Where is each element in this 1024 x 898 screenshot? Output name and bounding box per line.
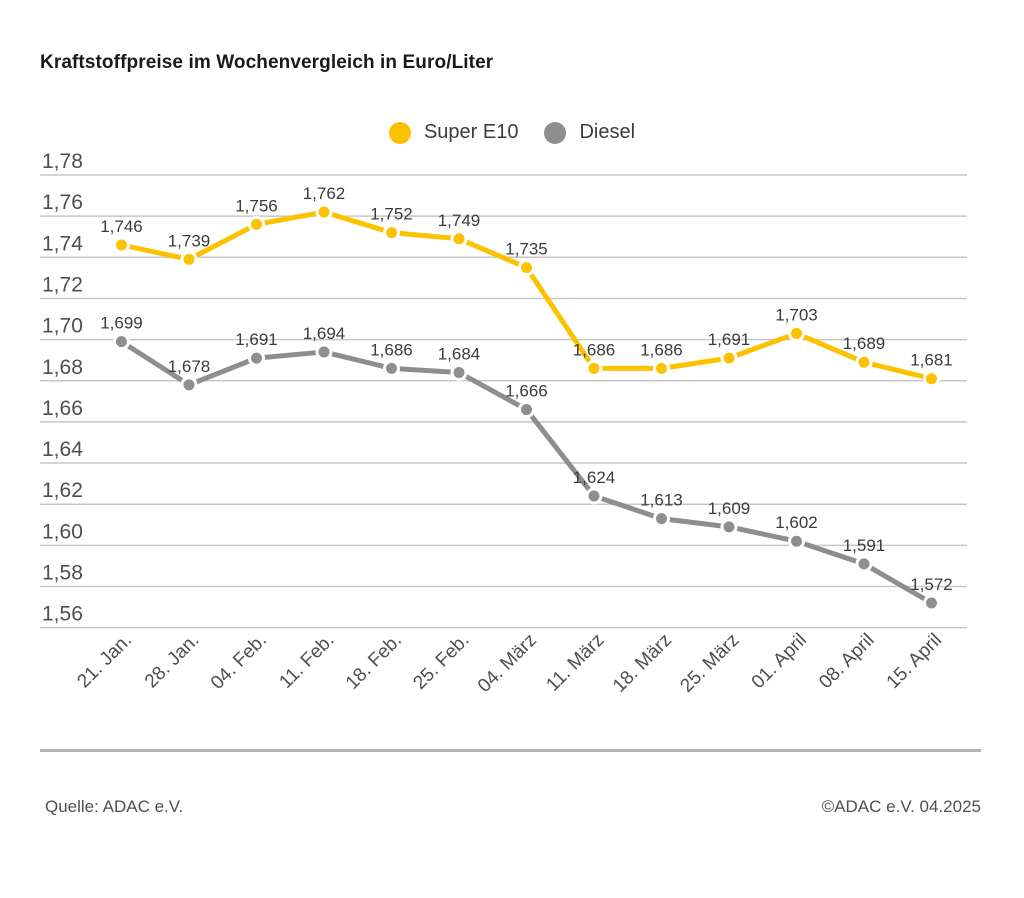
y-tick-label: 1,74: [42, 232, 83, 255]
data-point-label-super-e10: 1,681: [910, 351, 953, 370]
data-point-diesel: [113, 333, 130, 351]
y-tick-label: 1,68: [42, 356, 83, 379]
data-point-super-e10: [518, 259, 535, 277]
legend: Super E10 Diesel: [0, 121, 1024, 144]
data-point-label-diesel: 1,666: [505, 382, 548, 401]
data-point-diesel: [653, 510, 670, 528]
data-point-diesel: [788, 532, 805, 550]
y-tick-label: 1,64: [42, 438, 83, 461]
data-point-super-e10: [585, 359, 603, 377]
data-point-label-diesel: 1,691: [235, 330, 278, 349]
x-tick-label: 11. Feb.: [275, 630, 338, 693]
data-point-diesel: [720, 518, 738, 536]
data-point-diesel: [180, 376, 198, 394]
y-tick-label: 1,60: [42, 520, 83, 543]
data-point-diesel: [450, 364, 468, 382]
data-point-super-e10: [923, 370, 940, 388]
data-point-label-super-e10: 1,686: [573, 340, 616, 359]
series-line-super-e10: [119, 209, 934, 382]
x-tick-label: 15. April: [883, 630, 946, 693]
footer-copyright: ©ADAC e.V. 04.2025: [821, 797, 981, 816]
data-point-super-e10: [315, 203, 333, 221]
y-tick-label: 1,62: [42, 479, 83, 502]
y-tick-label: 1,72: [42, 273, 83, 296]
data-point-diesel: [315, 343, 333, 361]
legend-label-super-e10: Super E10: [423, 121, 519, 143]
data-point-label-super-e10: 1,739: [168, 231, 211, 250]
y-tick-label: 1,56: [42, 603, 83, 626]
legend-item-diesel: Diesel: [544, 121, 635, 144]
data-point-super-e10: [180, 250, 198, 268]
data-point-diesel: [518, 401, 535, 419]
data-point-super-e10: [720, 349, 738, 367]
x-tick-label: 11. März: [542, 630, 608, 696]
data-point-label-diesel: 1,694: [303, 324, 346, 343]
data-point-label-diesel: 1,602: [775, 513, 818, 532]
data-point-super-e10: [383, 224, 400, 242]
data-point-label-super-e10: 1,752: [370, 205, 413, 224]
data-point-label-diesel: 1,591: [843, 536, 886, 555]
data-point-label-diesel: 1,699: [100, 314, 143, 333]
legend-label-diesel: Diesel: [579, 121, 636, 143]
data-point-label-diesel: 1,684: [438, 345, 481, 364]
legend-item-super-e10: Super E10: [388, 121, 519, 144]
x-tick-label: 25. März: [676, 630, 743, 697]
data-point-label-super-e10: 1,703: [775, 305, 818, 324]
data-point-label-diesel: 1,572: [910, 575, 953, 594]
x-tick-label: 18. Feb.: [342, 630, 406, 694]
data-point-diesel: [383, 359, 400, 377]
x-tick-label: 08. April: [815, 630, 878, 693]
footer-source: Quelle: ADAC e.V.: [45, 797, 184, 816]
data-point-label-diesel: 1,678: [168, 357, 211, 376]
x-tick-label: 01. April: [748, 630, 811, 693]
y-tick-label: 1,78: [42, 150, 83, 173]
data-point-super-e10: [450, 230, 468, 248]
data-point-diesel: [923, 594, 940, 612]
data-point-diesel: [855, 555, 873, 573]
data-point-super-e10: [248, 215, 265, 233]
x-tick-label: 21. Jan.: [73, 630, 136, 693]
data-point-label-super-e10: 1,686: [640, 340, 683, 359]
data-point-label-diesel: 1,686: [370, 340, 413, 359]
legend-dot-diesel-icon: [544, 121, 567, 144]
data-point-label-diesel: 1,624: [573, 468, 616, 487]
legend-dot-super-e10-icon: [388, 121, 411, 144]
chart-title: Kraftstoffpreise im Wochenvergleich in E…: [40, 52, 494, 73]
data-point-label-super-e10: 1,735: [505, 240, 548, 259]
data-point-label-super-e10: 1,746: [100, 217, 143, 236]
data-point-super-e10: [113, 236, 130, 254]
data-point-label-super-e10: 1,691: [708, 330, 751, 349]
data-point-diesel: [585, 487, 603, 505]
data-point-diesel: [248, 349, 265, 367]
data-point-super-e10: [788, 324, 805, 342]
data-point-super-e10: [653, 359, 670, 377]
y-tick-label: 1,66: [42, 397, 83, 420]
data-point-label-super-e10: 1,756: [235, 196, 278, 215]
data-point-label-diesel: 1,613: [640, 491, 683, 510]
x-tick-label: 04. März: [474, 630, 541, 697]
y-tick-label: 1,70: [42, 315, 83, 338]
data-point-label-super-e10: 1,762: [303, 184, 346, 203]
x-tick-label: 18. März: [609, 630, 676, 697]
data-point-label-super-e10: 1,749: [438, 211, 481, 230]
data-point-label-super-e10: 1,689: [843, 334, 886, 353]
y-tick-label: 1,76: [42, 191, 83, 214]
footer-divider: [40, 749, 981, 752]
x-tick-label: 28. Jan.: [141, 630, 204, 693]
x-tick-label: 04. Feb.: [207, 630, 271, 694]
data-point-super-e10: [855, 353, 873, 371]
x-tick-label: 25. Feb.: [409, 630, 473, 694]
data-point-label-diesel: 1,609: [708, 499, 751, 518]
y-tick-label: 1,58: [42, 562, 83, 585]
